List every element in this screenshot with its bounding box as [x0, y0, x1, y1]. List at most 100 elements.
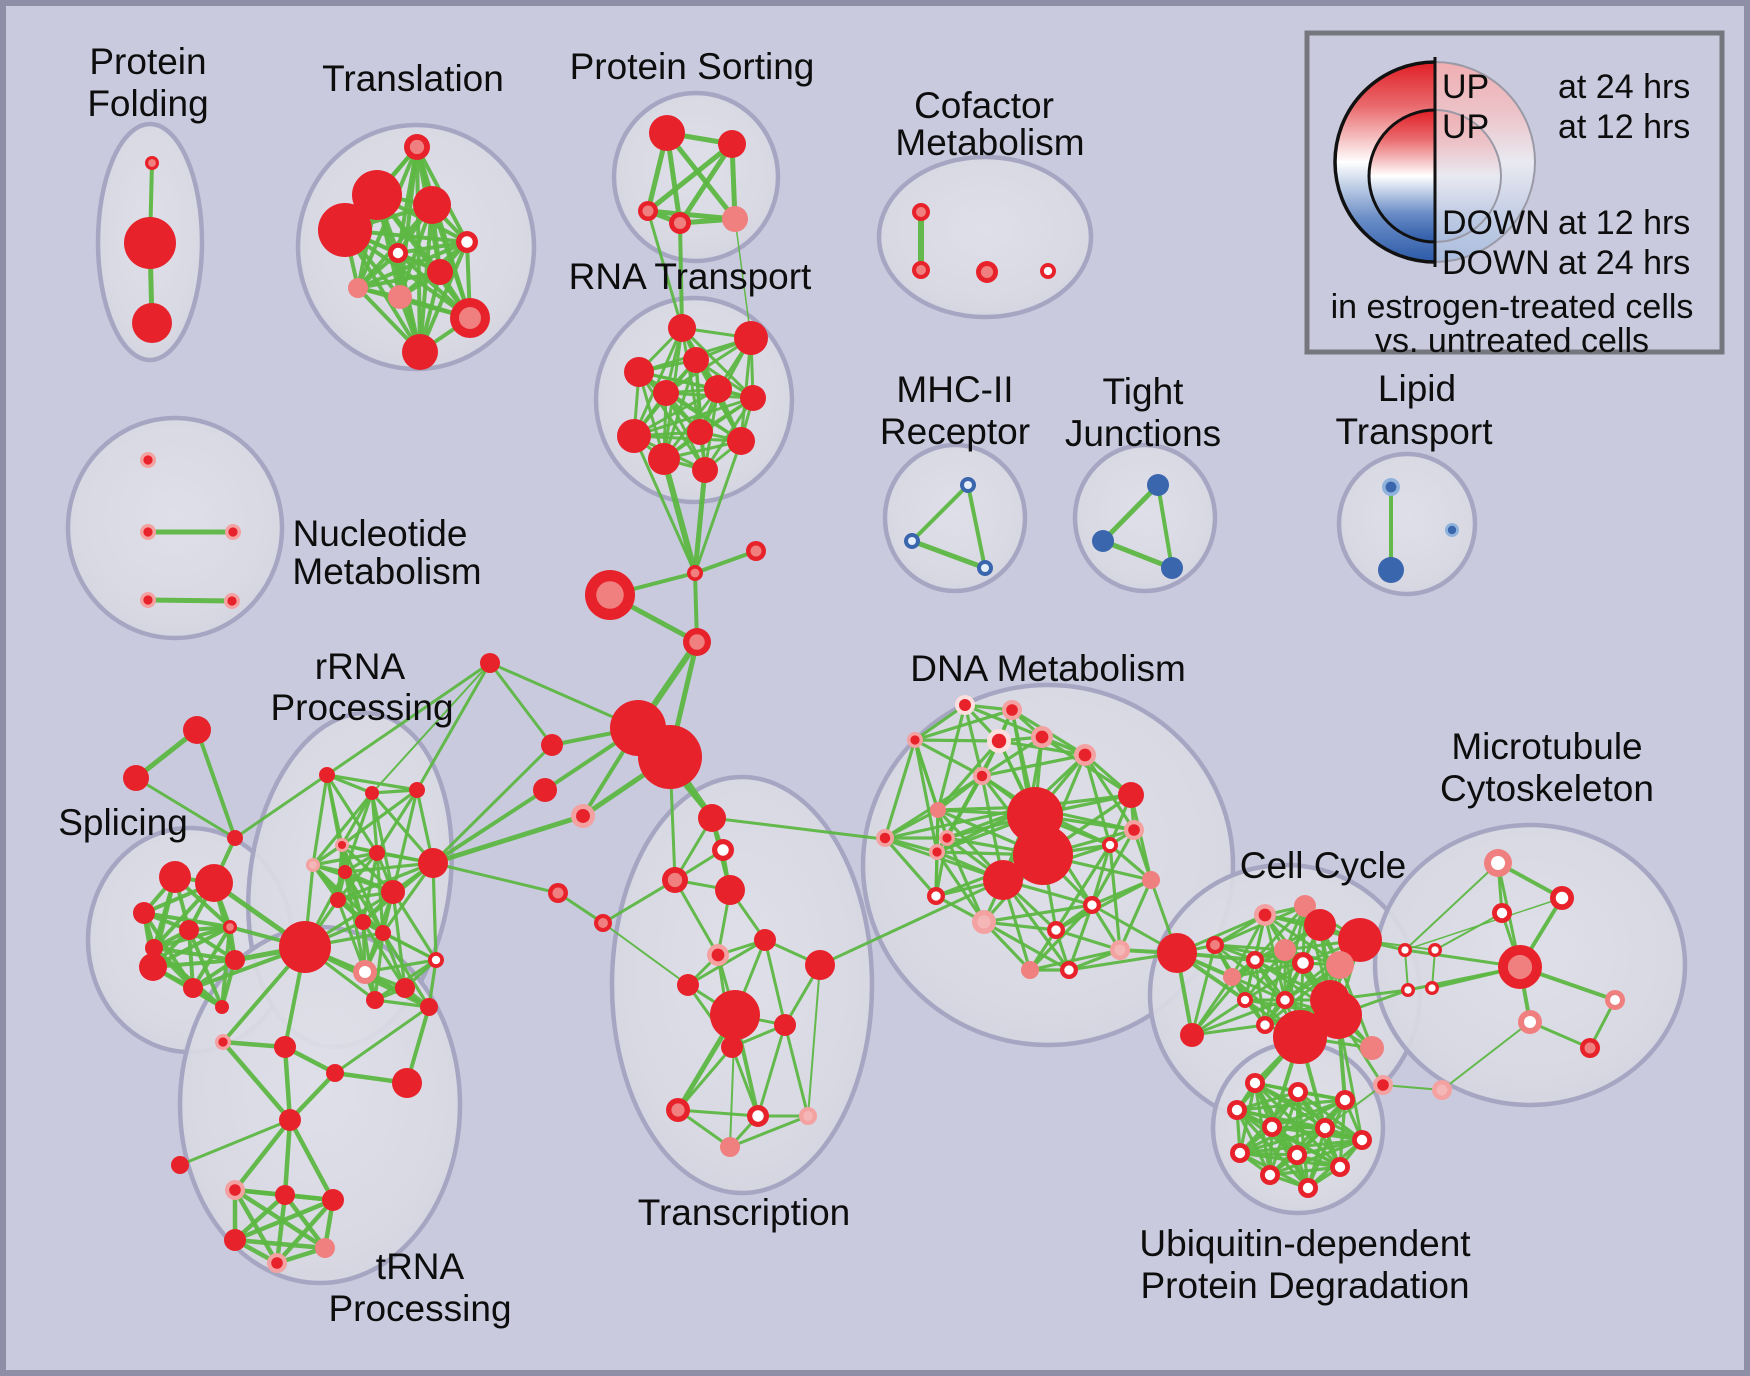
edge [728, 1114, 810, 1149]
edge [336, 861, 435, 902]
gene-node [1180, 1023, 1204, 1047]
gene-node [1338, 918, 1382, 962]
label-trna-processing-1: Processing [328, 1288, 511, 1329]
gene-node [215, 1000, 229, 1014]
gene-node-core [359, 966, 371, 978]
gene-node [1360, 1036, 1384, 1060]
edge [1253, 904, 1307, 962]
gene-node [338, 865, 352, 879]
gene-node-core [879, 832, 891, 844]
gene-node [145, 939, 163, 957]
gene-node-core [409, 139, 425, 155]
edge [934, 836, 949, 898]
gene-node [227, 830, 243, 846]
gene-node-core [576, 809, 590, 823]
label-rrna-processing-1: Processing [270, 687, 453, 728]
edge [381, 931, 438, 962]
gene-node-core [1231, 1104, 1243, 1116]
gene-node-core [711, 948, 725, 962]
edge [233, 661, 492, 840]
edge [1054, 878, 1153, 932]
edge [488, 661, 554, 747]
edge [282, 1192, 328, 1251]
gene-node-core [717, 844, 729, 856]
gene-node-core [1401, 946, 1409, 954]
edge [601, 878, 677, 925]
label-ubiquitin-degradation-1: Protein Degradation [1140, 1265, 1469, 1306]
gene-node [734, 321, 768, 355]
label-tight-junctions-0: Tight [1103, 371, 1185, 412]
gene-node [677, 974, 699, 996]
edge [1028, 948, 1122, 972]
gene-node [318, 203, 372, 257]
gene-node [541, 734, 563, 756]
gene-node [139, 953, 167, 981]
gene-node-core [1302, 1182, 1314, 1194]
gene-node [727, 427, 755, 455]
gene-node [352, 170, 402, 220]
gene-node-core [667, 872, 683, 888]
edge [1324, 1084, 1384, 1129]
gene-node-core [143, 527, 153, 537]
gene-node [721, 1036, 743, 1058]
gene-node-core [1584, 1042, 1596, 1054]
gene-node-core [1266, 1121, 1278, 1133]
gene-node [1142, 871, 1160, 889]
gene-node [322, 1189, 344, 1211]
edge [734, 218, 752, 339]
gene-node-core [1210, 940, 1220, 950]
label-rrna-processing-0: rRNA [315, 646, 406, 687]
gene-node [392, 1068, 422, 1098]
edge [325, 773, 379, 855]
edge [963, 703, 1044, 739]
gene-node [224, 1229, 246, 1251]
gene-node-core [1064, 965, 1074, 975]
edge [325, 773, 374, 795]
gene-node-core [1428, 984, 1436, 992]
gene-node [1157, 933, 1197, 973]
label-splicing-0: Splicing [58, 802, 188, 843]
legend-direction-2: DOWN [1442, 204, 1550, 242]
label-transcription-0: Transcription [638, 1192, 850, 1233]
network-nodes [123, 115, 1625, 1273]
edge [333, 1005, 431, 1075]
edge [661, 456, 698, 576]
gene-node [409, 782, 425, 798]
edge [913, 738, 984, 778]
gene-node-core [1006, 704, 1018, 716]
gene-node [624, 357, 654, 387]
gene-node [395, 978, 415, 998]
gene-node-core [803, 1111, 813, 1121]
gene-node [683, 347, 709, 373]
edge [152, 946, 224, 1009]
edge [232, 1197, 336, 1243]
gene-node [427, 259, 453, 285]
edge [232, 1187, 280, 1266]
gene-node [1326, 951, 1354, 979]
edge [195, 728, 237, 840]
gene-node-core [942, 833, 952, 843]
gene-node [413, 186, 451, 224]
label-rna-transport-0: RNA Transport [569, 256, 812, 297]
edge [632, 434, 697, 575]
edge [282, 1117, 293, 1198]
edge [418, 240, 469, 354]
label-mhc-ii-receptor-0: MHC-II [896, 369, 1013, 410]
gene-node [355, 914, 371, 930]
gene-node [704, 375, 732, 403]
edge [311, 851, 379, 867]
edge [980, 753, 1087, 778]
edge [356, 270, 442, 290]
edge [673, 878, 720, 957]
edge [325, 773, 419, 792]
edge [1404, 862, 1499, 951]
label-ubiquitin-degradation-0: Ubiquitin-dependent [1139, 1223, 1471, 1264]
gene-node [805, 950, 835, 980]
gene-node [366, 991, 384, 1009]
gene-node [983, 860, 1023, 900]
edge [142, 911, 232, 929]
edge [282, 1044, 293, 1123]
gene-node [274, 1036, 296, 1058]
